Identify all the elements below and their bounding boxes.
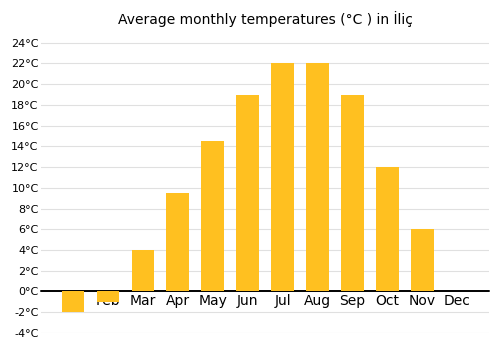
- Bar: [236, 94, 259, 292]
- Bar: [166, 193, 189, 292]
- Bar: [271, 63, 294, 292]
- Bar: [341, 94, 364, 292]
- Bar: [411, 229, 434, 292]
- Bar: [376, 167, 398, 292]
- Bar: [62, 292, 84, 312]
- Bar: [306, 63, 329, 292]
- Title: Average monthly temperatures (°C ) in İliç: Average monthly temperatures (°C ) in İl…: [118, 11, 412, 27]
- Bar: [132, 250, 154, 292]
- Bar: [202, 141, 224, 292]
- Bar: [96, 292, 120, 302]
